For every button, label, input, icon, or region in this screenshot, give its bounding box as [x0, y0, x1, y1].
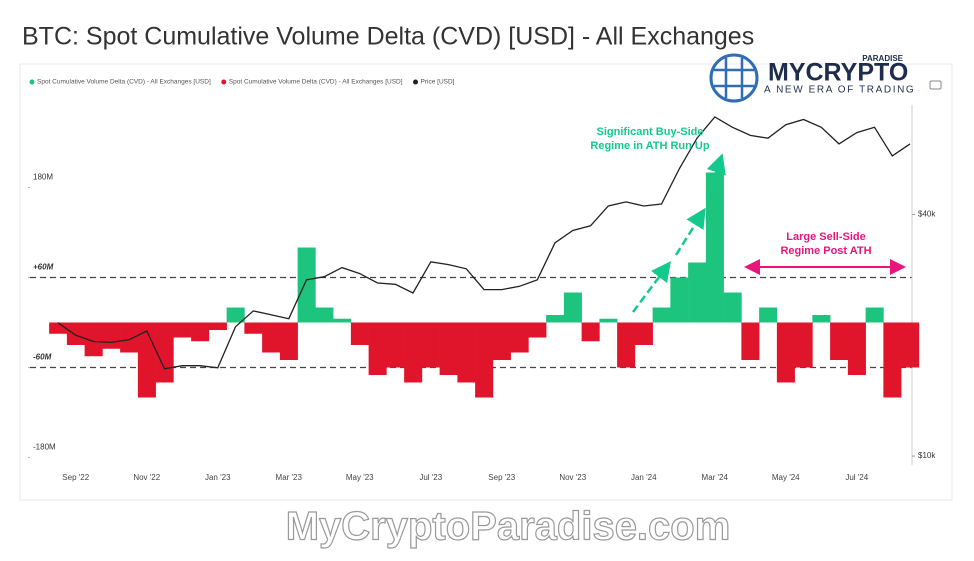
plot-area: Spot Cumulative Volume Delta (CVD) - All… [28, 79, 936, 482]
x-tick-label: Nov '22 [133, 473, 160, 482]
cvd-bar [901, 322, 920, 368]
x-tick-label: Jan '23 [205, 473, 231, 482]
cvd-bar [723, 292, 742, 323]
chart-title: BTC: Spot Cumulative Volume Delta (CVD) … [22, 23, 754, 51]
cvd-bar [84, 322, 103, 357]
cvd-bar [776, 322, 795, 383]
watermark: MyCryptoParadise.com [286, 505, 731, 549]
cvd-bar [634, 322, 653, 345]
cvd-bar [226, 307, 245, 323]
y-tick-label: 180M [33, 173, 53, 182]
cvd-bar [528, 322, 547, 338]
annotation: Significant Buy-Side [597, 126, 704, 138]
cvd-bar [617, 322, 636, 368]
cvd-bar [208, 322, 227, 330]
cvd-bar [333, 318, 352, 323]
cvd-bar [191, 322, 210, 342]
cvd-bar [510, 322, 529, 353]
y-tick-label: +60M [33, 263, 54, 272]
cvd-bar [262, 322, 281, 353]
cvd-bar [66, 322, 85, 345]
y2-tick-label: $10k [918, 451, 936, 460]
cvd-bar [688, 262, 707, 323]
y-tick-label: -60M [33, 353, 52, 362]
cvd-bar [49, 322, 68, 334]
legend-label: Spot Cumulative Volume Delta (CVD) - All… [229, 79, 403, 86]
annotation-arrow [631, 260, 671, 313]
y2-tick-label: $40k [918, 210, 936, 219]
annotation: Regime in ATH Run Up [590, 140, 709, 152]
cvd-bar [279, 322, 298, 360]
annotation: Regime Post ATH [780, 245, 871, 257]
annotation: Large Sell-Side [786, 231, 865, 243]
cvd-bar [546, 315, 565, 323]
annotation-arrow [674, 207, 706, 256]
y-tick-label: -180M [33, 443, 56, 452]
legend-dot [413, 79, 419, 85]
logo: MYCRYPTO PARADISE A NEW ERA OF TRADING [709, 53, 915, 103]
cvd-bar [847, 322, 866, 375]
x-tick-label: Sep '22 [62, 473, 89, 482]
cvd-bar [439, 322, 458, 375]
x-tick-label: May '24 [772, 473, 800, 482]
cvd-bar [759, 307, 778, 323]
cvd-bar [475, 322, 494, 398]
cvd-bar [830, 322, 849, 360]
x-tick-label: Nov '23 [559, 473, 586, 482]
cvd-bar [404, 322, 423, 383]
cvd-bar [244, 322, 263, 334]
cvd-bar [563, 292, 582, 323]
cvd-bar [652, 307, 671, 323]
logo-tagline: A NEW ERA OF TRADING [764, 85, 915, 96]
cvd-bar [581, 322, 600, 342]
x-tick-label: Sep '23 [488, 473, 515, 482]
cvd-bar [368, 322, 387, 375]
chart-panel [19, 63, 953, 501]
logo-super: PARADISE [862, 54, 903, 63]
cvd-bar [350, 322, 369, 345]
cvd-bar [670, 277, 689, 323]
cvd-bar [102, 322, 121, 349]
cvd-bar [297, 247, 316, 323]
camera-icon[interactable] [929, 80, 942, 90]
cvd-bar [155, 322, 174, 383]
legend-dot [29, 79, 35, 85]
x-tick-label: Mar '24 [702, 473, 729, 482]
x-tick-label: Jul '23 [419, 473, 442, 482]
cvd-bar [120, 322, 139, 353]
legend-dot [221, 79, 227, 85]
cvd-bar [173, 322, 192, 338]
cvd-bar [599, 318, 618, 323]
x-tick-label: May '23 [346, 473, 374, 482]
cvd-bar [386, 322, 405, 368]
cvd-bar [741, 322, 760, 360]
cvd-bar [457, 322, 476, 383]
cvd-bar [883, 322, 902, 398]
cvd-bar [812, 315, 831, 323]
legend-label: Price [USD] [421, 79, 455, 86]
cvd-bar [794, 322, 813, 368]
x-tick-label: Jan '24 [631, 473, 657, 482]
cvd-bar [421, 322, 440, 368]
price-line [57, 116, 911, 370]
cvd-bar [705, 172, 724, 323]
cvd-bar [865, 307, 884, 323]
x-tick-label: Jul '24 [845, 473, 868, 482]
legend-label: Spot Cumulative Volume Delta (CVD) - All… [37, 79, 211, 86]
cvd-bar [492, 322, 511, 360]
cvd-bar [315, 307, 334, 323]
annotation-arrow [705, 153, 726, 201]
logo-text: MYCRYPTO [768, 59, 908, 87]
x-tick-label: Mar '23 [276, 473, 303, 482]
